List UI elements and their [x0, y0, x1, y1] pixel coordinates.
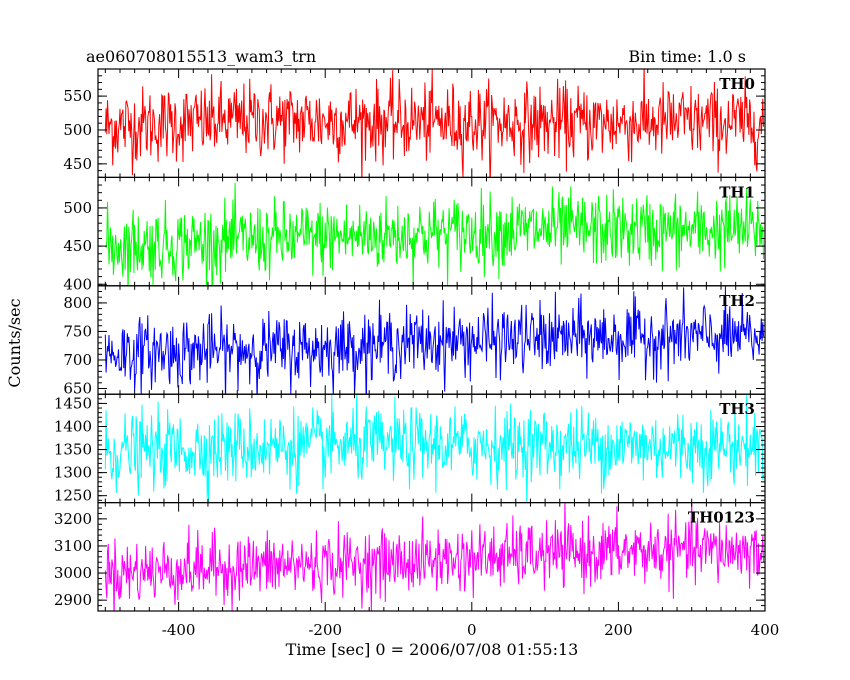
x-tick-label: 0: [467, 621, 477, 639]
bin-time-label: Bin time: 1.0 s: [628, 47, 746, 66]
panel-label-th2: TH2: [719, 292, 755, 310]
y-axis-label: Counts/sec: [5, 298, 24, 387]
panel-th2: 650 700 750 800 TH2: [63, 285, 766, 397]
y-tick-label: 450: [63, 155, 92, 173]
panel-label-th0123: TH0123: [688, 509, 755, 527]
y-tick-label: 2900: [54, 591, 92, 609]
y-tick-label: 1450: [54, 394, 92, 412]
y-tick-label: 3100: [54, 537, 92, 555]
x-tick-label: -400: [162, 621, 196, 639]
y-tick-label: 450: [63, 237, 92, 255]
x-tick-label: 200: [604, 621, 633, 639]
y-tick-label: 1250: [54, 487, 92, 505]
x-axis-label: Time [sec] 0 = 2006/07/08 01:55:13: [286, 640, 579, 659]
panel-th0123: 2900 3000 3100 3200 TH0123: [54, 502, 766, 612]
y-tick-label: 750: [63, 322, 92, 340]
panel-frame: [97, 176, 766, 287]
panel-label-th3: TH3: [719, 400, 755, 418]
y-tick-label: 1300: [54, 464, 92, 482]
y-tick-label: 400: [63, 275, 92, 293]
y-tick-label: 650: [63, 379, 92, 397]
series-line-th2: [104, 286, 764, 395]
panel-th1: 400 450 500 TH1: [63, 176, 766, 293]
plot-title: ae060708015513_wam3_trn: [86, 47, 316, 66]
y-tick-label: 1350: [54, 441, 92, 459]
y-tick-label: 550: [63, 87, 92, 105]
y-tick-label: 500: [63, 121, 92, 139]
series-line-th3: [104, 394, 764, 503]
y-tick-label: 3000: [54, 564, 92, 582]
x-tick-label: 400: [751, 621, 780, 639]
series-line-th1: [104, 182, 764, 286]
y-tick-label: 1400: [54, 417, 92, 435]
y-tick-label: 500: [63, 199, 92, 217]
panels-group: 450 500 550 TH0 400 450 500 TH1 650 700 750 800 TH2 1…: [54, 68, 766, 612]
panel-th3: 1250 1300 1350 1400 1450 TH3: [54, 393, 766, 505]
panel-label-th1: TH1: [719, 183, 755, 201]
series-line-th0: [104, 69, 764, 178]
x-tick-label: -200: [308, 621, 342, 639]
x-axis: -400 -200 0 200 400: [162, 621, 780, 639]
y-tick-label: 700: [63, 351, 92, 369]
series-line-th0123: [104, 502, 764, 612]
panel-label-th0: TH0: [719, 75, 755, 93]
y-tick-label: 3200: [54, 510, 92, 528]
y-tick-label: 800: [63, 294, 92, 312]
panel-th0: 450 500 550 TH0: [63, 68, 766, 179]
